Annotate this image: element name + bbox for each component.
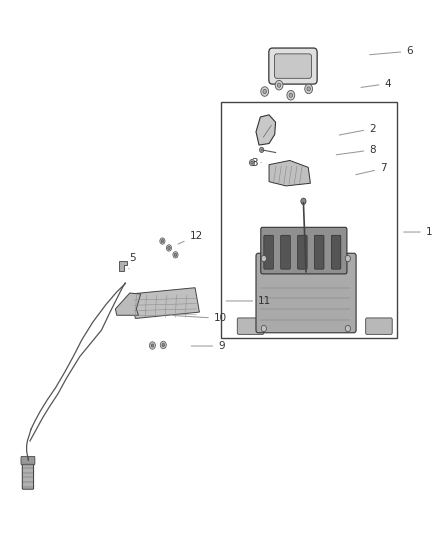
Circle shape xyxy=(160,341,166,349)
FancyBboxPatch shape xyxy=(237,318,264,334)
Circle shape xyxy=(261,87,268,96)
Text: 5: 5 xyxy=(129,253,135,269)
FancyBboxPatch shape xyxy=(21,456,35,465)
Circle shape xyxy=(173,252,178,258)
FancyBboxPatch shape xyxy=(297,235,307,269)
Circle shape xyxy=(289,93,293,98)
Text: 2: 2 xyxy=(339,124,376,135)
Circle shape xyxy=(250,159,254,166)
Circle shape xyxy=(161,239,164,243)
FancyBboxPatch shape xyxy=(314,235,324,269)
Text: 4: 4 xyxy=(361,78,391,88)
Circle shape xyxy=(305,84,313,94)
Text: 7: 7 xyxy=(356,164,387,175)
Text: 1: 1 xyxy=(404,227,432,237)
FancyBboxPatch shape xyxy=(261,227,347,274)
Bar xyxy=(221,102,397,338)
Circle shape xyxy=(259,147,264,152)
Circle shape xyxy=(307,87,311,91)
Circle shape xyxy=(149,342,155,349)
FancyBboxPatch shape xyxy=(256,253,356,333)
Circle shape xyxy=(251,161,253,164)
FancyBboxPatch shape xyxy=(366,318,392,334)
FancyBboxPatch shape xyxy=(264,235,273,269)
Text: 6: 6 xyxy=(370,46,413,56)
Circle shape xyxy=(275,80,283,90)
Circle shape xyxy=(160,238,165,244)
Circle shape xyxy=(151,344,154,347)
Circle shape xyxy=(345,255,350,262)
Circle shape xyxy=(263,90,266,94)
FancyBboxPatch shape xyxy=(275,54,311,78)
FancyBboxPatch shape xyxy=(281,235,290,269)
Circle shape xyxy=(261,325,266,332)
Circle shape xyxy=(174,253,177,256)
FancyBboxPatch shape xyxy=(22,461,34,489)
Polygon shape xyxy=(116,293,141,316)
Polygon shape xyxy=(256,115,276,145)
Text: 10: 10 xyxy=(173,313,227,324)
Polygon shape xyxy=(130,288,199,318)
FancyBboxPatch shape xyxy=(331,235,341,269)
Polygon shape xyxy=(119,261,127,271)
Circle shape xyxy=(287,91,295,100)
Text: 11: 11 xyxy=(226,296,272,306)
Text: 8: 8 xyxy=(336,145,376,155)
Circle shape xyxy=(277,83,281,87)
Circle shape xyxy=(166,245,172,251)
Circle shape xyxy=(345,325,350,332)
Text: 9: 9 xyxy=(191,341,225,351)
Circle shape xyxy=(261,255,266,262)
Polygon shape xyxy=(269,160,311,186)
Circle shape xyxy=(301,198,306,205)
FancyBboxPatch shape xyxy=(269,48,317,84)
Circle shape xyxy=(162,343,165,346)
Text: 3: 3 xyxy=(252,158,261,167)
Text: 12: 12 xyxy=(178,231,203,244)
Circle shape xyxy=(168,246,170,249)
